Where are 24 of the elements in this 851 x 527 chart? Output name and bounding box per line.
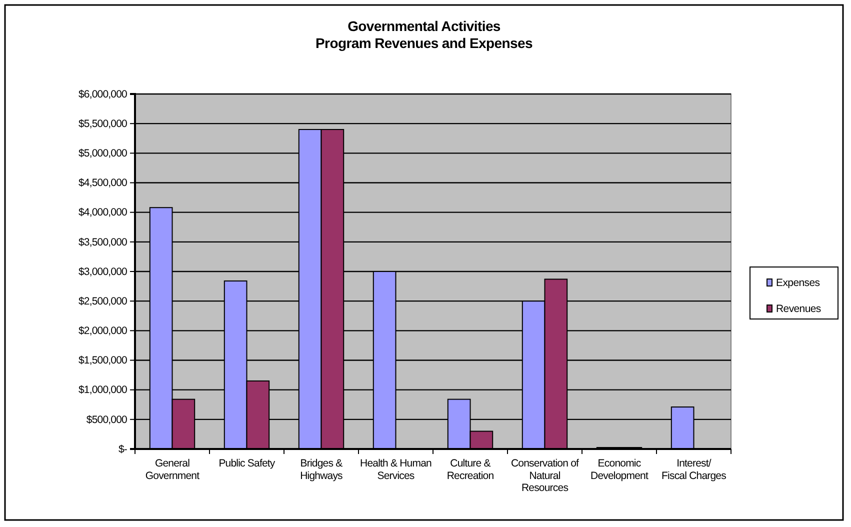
- legend-label: Revenues: [776, 303, 821, 315]
- y-tick-label: $2,000,000: [78, 325, 128, 338]
- y-tick-label: $4,500,000: [78, 177, 128, 190]
- y-tick-label: $1,000,000: [78, 384, 128, 396]
- x-tick-label: General Government: [145, 458, 200, 482]
- y-tick-label: $3,000,000: [78, 266, 128, 278]
- x-tick-label: Culture & Recreation: [446, 458, 494, 482]
- x-tick-label: Health & Human Services: [360, 458, 432, 482]
- x-tick-label: Bridges & Highways: [300, 458, 343, 482]
- y-tick-label: $5,000,000: [78, 148, 128, 160]
- chart-title: Governmental Activities Program Revenues and Expenses: [316, 18, 533, 51]
- x-tick-label: Public Safety: [218, 458, 276, 470]
- x-tick-label: Interest/ Fiscal Charges: [662, 458, 726, 482]
- legend-label: Expenses: [776, 277, 820, 289]
- x-tick-label: Economic Development: [590, 458, 648, 482]
- y-tick-label: $2,500,000: [78, 295, 128, 308]
- y-tick-label: $3,500,000: [78, 236, 128, 248]
- y-tick-label: $500,000: [86, 414, 128, 426]
- y-tick-label: $-: [118, 443, 128, 456]
- y-tick-label: $6,000,000: [78, 88, 128, 100]
- y-tick-label: $4,000,000: [78, 206, 128, 219]
- y-tick-label: $5,500,000: [78, 118, 128, 130]
- y-tick-label: $1,500,000: [78, 354, 128, 367]
- x-tick-label: Conservation of Natural Resources: [510, 458, 579, 494]
